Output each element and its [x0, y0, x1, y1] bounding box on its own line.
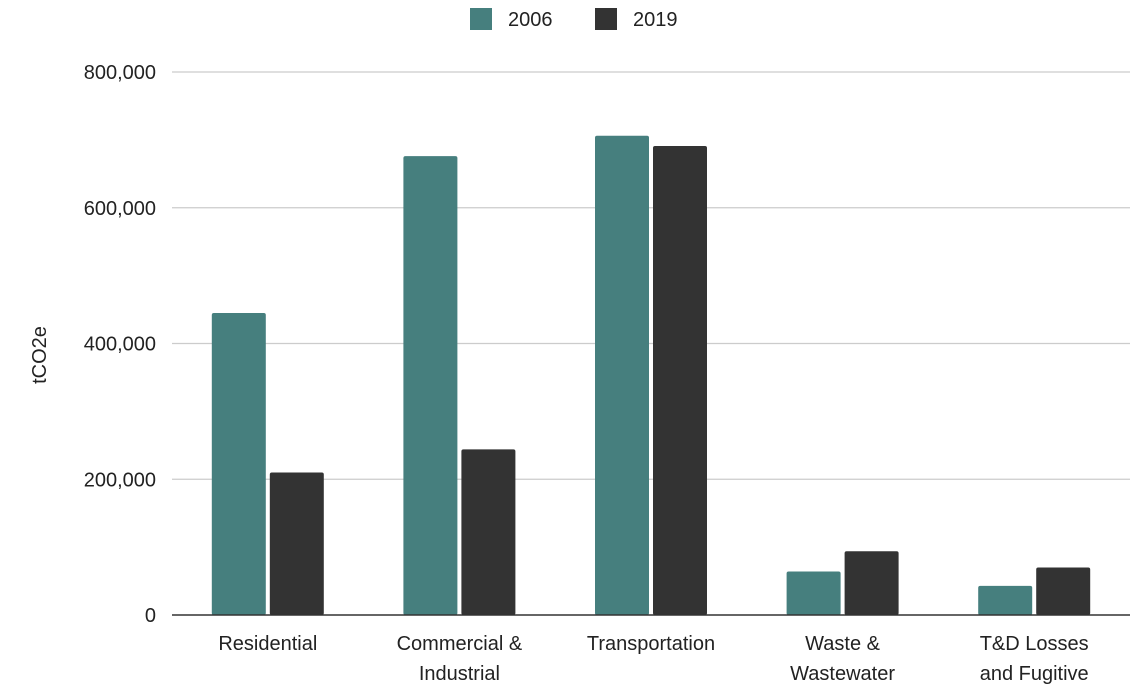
- legend-swatch-2019: [595, 8, 617, 30]
- x-tick-label: Transportation: [587, 633, 715, 655]
- x-tick-label: Commercial &: [397, 633, 523, 655]
- gridlines: [172, 71, 1130, 480]
- bar-2019[interactable]: [269, 472, 324, 615]
- bars: [211, 135, 1091, 616]
- bar-2019[interactable]: [1036, 567, 1091, 615]
- legend-swatch-2006: [470, 8, 492, 30]
- legend-label: 2019: [633, 9, 678, 31]
- bar-2006[interactable]: [595, 135, 649, 616]
- x-tick-label: Waste &: [805, 633, 880, 655]
- bar-2006[interactable]: [978, 585, 1033, 615]
- x-tick-label: T&D Losses: [980, 633, 1089, 655]
- legend-label: 2006: [508, 9, 553, 31]
- bar-2019[interactable]: [653, 145, 707, 615]
- x-axis-ticks: Residential Commercial & Industrial Transpo…: [218, 633, 1088, 685]
- x-tick-label: Industrial: [419, 663, 500, 685]
- x-tick-label: Residential: [218, 633, 317, 655]
- x-tick-label: Wastewater: [790, 663, 895, 685]
- y-tick-label: 400,000: [84, 334, 156, 356]
- y-tick-label: 200,000: [84, 469, 156, 491]
- bar-2019[interactable]: [461, 449, 516, 615]
- bar-2006[interactable]: [403, 156, 458, 616]
- y-axis-title: tCO2e: [29, 326, 51, 384]
- y-tick-label: 0: [145, 605, 156, 627]
- bar-2006[interactable]: [211, 312, 266, 615]
- x-tick-label: and Fugitive: [980, 663, 1089, 685]
- y-axis-ticks: 0 200,000 400,000 600,000 800,000: [84, 62, 156, 627]
- y-tick-label: 800,000: [84, 62, 156, 84]
- y-tick-label: 600,000: [84, 198, 156, 220]
- legend: 2006 2019: [470, 8, 678, 31]
- bar-2019[interactable]: [844, 551, 899, 615]
- bar-2006[interactable]: [786, 571, 841, 615]
